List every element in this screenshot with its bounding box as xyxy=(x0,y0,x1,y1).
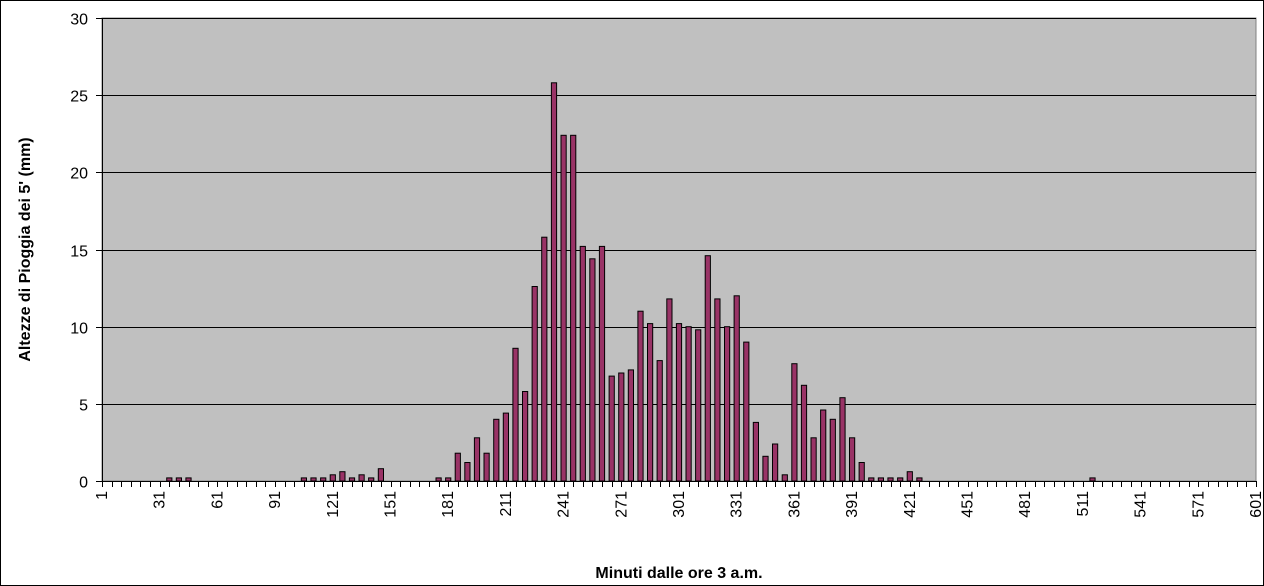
x-tick-label: 361 xyxy=(786,491,803,518)
bar xyxy=(724,326,731,482)
bar xyxy=(464,462,471,482)
x-tick-label: 1 xyxy=(94,491,111,500)
bar xyxy=(483,452,490,482)
bar xyxy=(185,477,192,482)
y-tick-label: 10 xyxy=(70,321,88,338)
bar xyxy=(579,245,586,482)
x-tick-label: 211 xyxy=(498,491,515,517)
bar xyxy=(541,236,548,482)
x-tick-label: 31 xyxy=(152,491,169,509)
bar xyxy=(502,412,509,482)
bar xyxy=(781,474,788,482)
bar xyxy=(522,391,529,482)
bar xyxy=(695,329,702,482)
x-tick-label: 241 xyxy=(556,491,573,518)
bar xyxy=(493,418,500,482)
bar xyxy=(627,369,634,482)
x-tick-label: 151 xyxy=(383,491,400,518)
y-tick-label: 20 xyxy=(70,166,88,183)
bar xyxy=(570,134,577,482)
bar xyxy=(1089,477,1096,482)
bar xyxy=(704,255,711,482)
x-tick-label: 121 xyxy=(325,491,342,518)
bar xyxy=(637,310,644,482)
bar xyxy=(647,323,654,482)
bar xyxy=(656,360,663,482)
bar xyxy=(531,286,538,482)
y-tick-label: 25 xyxy=(70,89,88,106)
bar xyxy=(829,418,836,482)
bar xyxy=(906,471,913,482)
bar xyxy=(608,375,615,482)
x-tick-label: 301 xyxy=(671,491,688,518)
bar xyxy=(329,474,336,482)
x-tick-label: 331 xyxy=(729,491,746,518)
bar xyxy=(310,477,317,482)
bar xyxy=(820,409,827,482)
x-tick-label: 481 xyxy=(1017,491,1034,518)
bar xyxy=(598,245,606,482)
bar xyxy=(800,384,808,482)
y-tick-labels: 0 5 10 15 20 25 30 xyxy=(70,12,88,492)
bar xyxy=(897,477,904,482)
bar xyxy=(685,326,692,482)
bar xyxy=(666,298,673,482)
bar xyxy=(839,397,846,482)
bar xyxy=(358,474,365,482)
bar xyxy=(560,134,567,482)
x-tick-label: 511 xyxy=(1075,491,1092,517)
bar xyxy=(868,477,875,482)
bar xyxy=(473,437,481,482)
x-tick-label: 541 xyxy=(1133,491,1150,518)
bar xyxy=(589,258,596,482)
y-tick-label: 5 xyxy=(79,398,88,415)
x-tick-label: 271 xyxy=(613,491,630,518)
x-tick-label: 61 xyxy=(209,491,226,509)
bar xyxy=(377,468,384,482)
x-tick-label: 421 xyxy=(902,491,919,518)
bar xyxy=(368,477,375,482)
x-axis-title: Minuti dalle ore 3 a.m. xyxy=(595,565,762,582)
bar xyxy=(772,443,779,482)
bar xyxy=(512,347,519,482)
x-tick-label: 391 xyxy=(844,491,861,518)
bar xyxy=(887,477,894,482)
y-tick-label: 0 xyxy=(79,475,88,492)
bar xyxy=(849,437,856,482)
x-tick-label: 601 xyxy=(1248,491,1264,518)
x-tick-label: 91 xyxy=(267,491,284,509)
bar xyxy=(320,477,327,482)
bar xyxy=(858,462,865,482)
bar xyxy=(348,477,356,482)
bar xyxy=(175,477,183,482)
axes xyxy=(96,18,1257,487)
bar xyxy=(339,471,346,482)
x-tick-label: 451 xyxy=(960,491,977,518)
y-tick-label: 30 xyxy=(70,12,88,29)
bar xyxy=(435,477,442,482)
bar xyxy=(166,477,173,482)
y-axis-title: Altezze di Pioggia dei 5' (mm) xyxy=(17,137,34,361)
bar xyxy=(618,372,625,482)
y-tick-label: 15 xyxy=(70,244,88,261)
bar xyxy=(810,437,817,482)
bar xyxy=(454,452,461,482)
x-tick-label: 571 xyxy=(1190,491,1207,518)
bar xyxy=(791,363,798,482)
bar xyxy=(714,298,721,482)
bar xyxy=(445,477,452,482)
bar xyxy=(916,477,923,482)
bar xyxy=(877,477,884,482)
x-tick-label: 181 xyxy=(440,491,457,518)
x-tick-labels: 1 31 61 91 121 151 181 211 241 271 301 331 361 391 421… xyxy=(94,491,1264,518)
bar xyxy=(550,82,558,482)
bar xyxy=(743,341,750,482)
bar xyxy=(733,295,740,482)
bar xyxy=(300,477,307,482)
bar xyxy=(762,455,769,482)
bar xyxy=(675,323,683,482)
bar xyxy=(752,421,759,482)
